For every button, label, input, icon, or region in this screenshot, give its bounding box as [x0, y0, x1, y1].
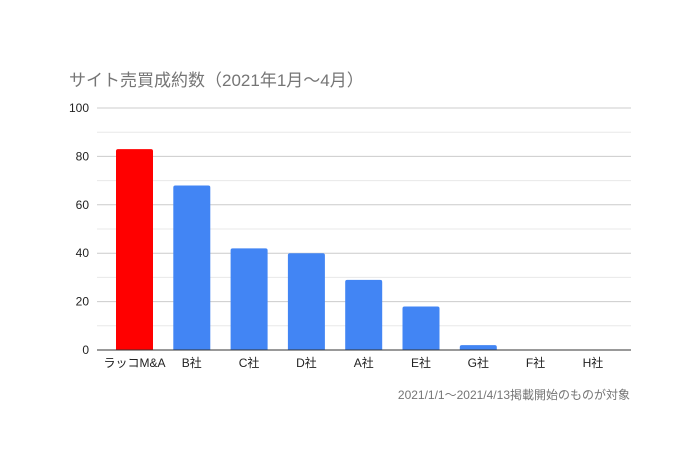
x-tick-label: C社	[239, 355, 260, 370]
y-tick-label: 40	[76, 246, 90, 260]
chart-title: サイト売買成約数（2021年1月〜4月）	[69, 71, 364, 90]
bar	[345, 279, 383, 350]
bar	[459, 345, 497, 350]
bar	[402, 306, 440, 350]
y-tick-label: 60	[76, 198, 90, 212]
chart-footnote: 2021/1/1〜2021/4/13掲載開始のものが対象	[397, 388, 630, 402]
x-tick-label: A社	[354, 355, 374, 370]
bar	[230, 248, 268, 350]
x-tick-label: H社	[583, 355, 604, 370]
y-tick-label: 0	[82, 343, 89, 357]
bar	[173, 185, 211, 350]
x-tick-label: F社	[526, 355, 545, 370]
y-tick-label: 80	[76, 149, 90, 163]
y-tick-label: 20	[76, 295, 90, 309]
x-tick-label: G社	[468, 355, 489, 370]
x-tick-label: E社	[411, 355, 431, 370]
bar	[287, 253, 325, 350]
x-tick-label: B社	[182, 355, 202, 370]
bar	[116, 149, 153, 350]
x-tick-label: D社	[296, 355, 317, 370]
x-tick-label: ラッコM&A	[103, 356, 165, 370]
y-tick-label: 100	[69, 101, 89, 115]
